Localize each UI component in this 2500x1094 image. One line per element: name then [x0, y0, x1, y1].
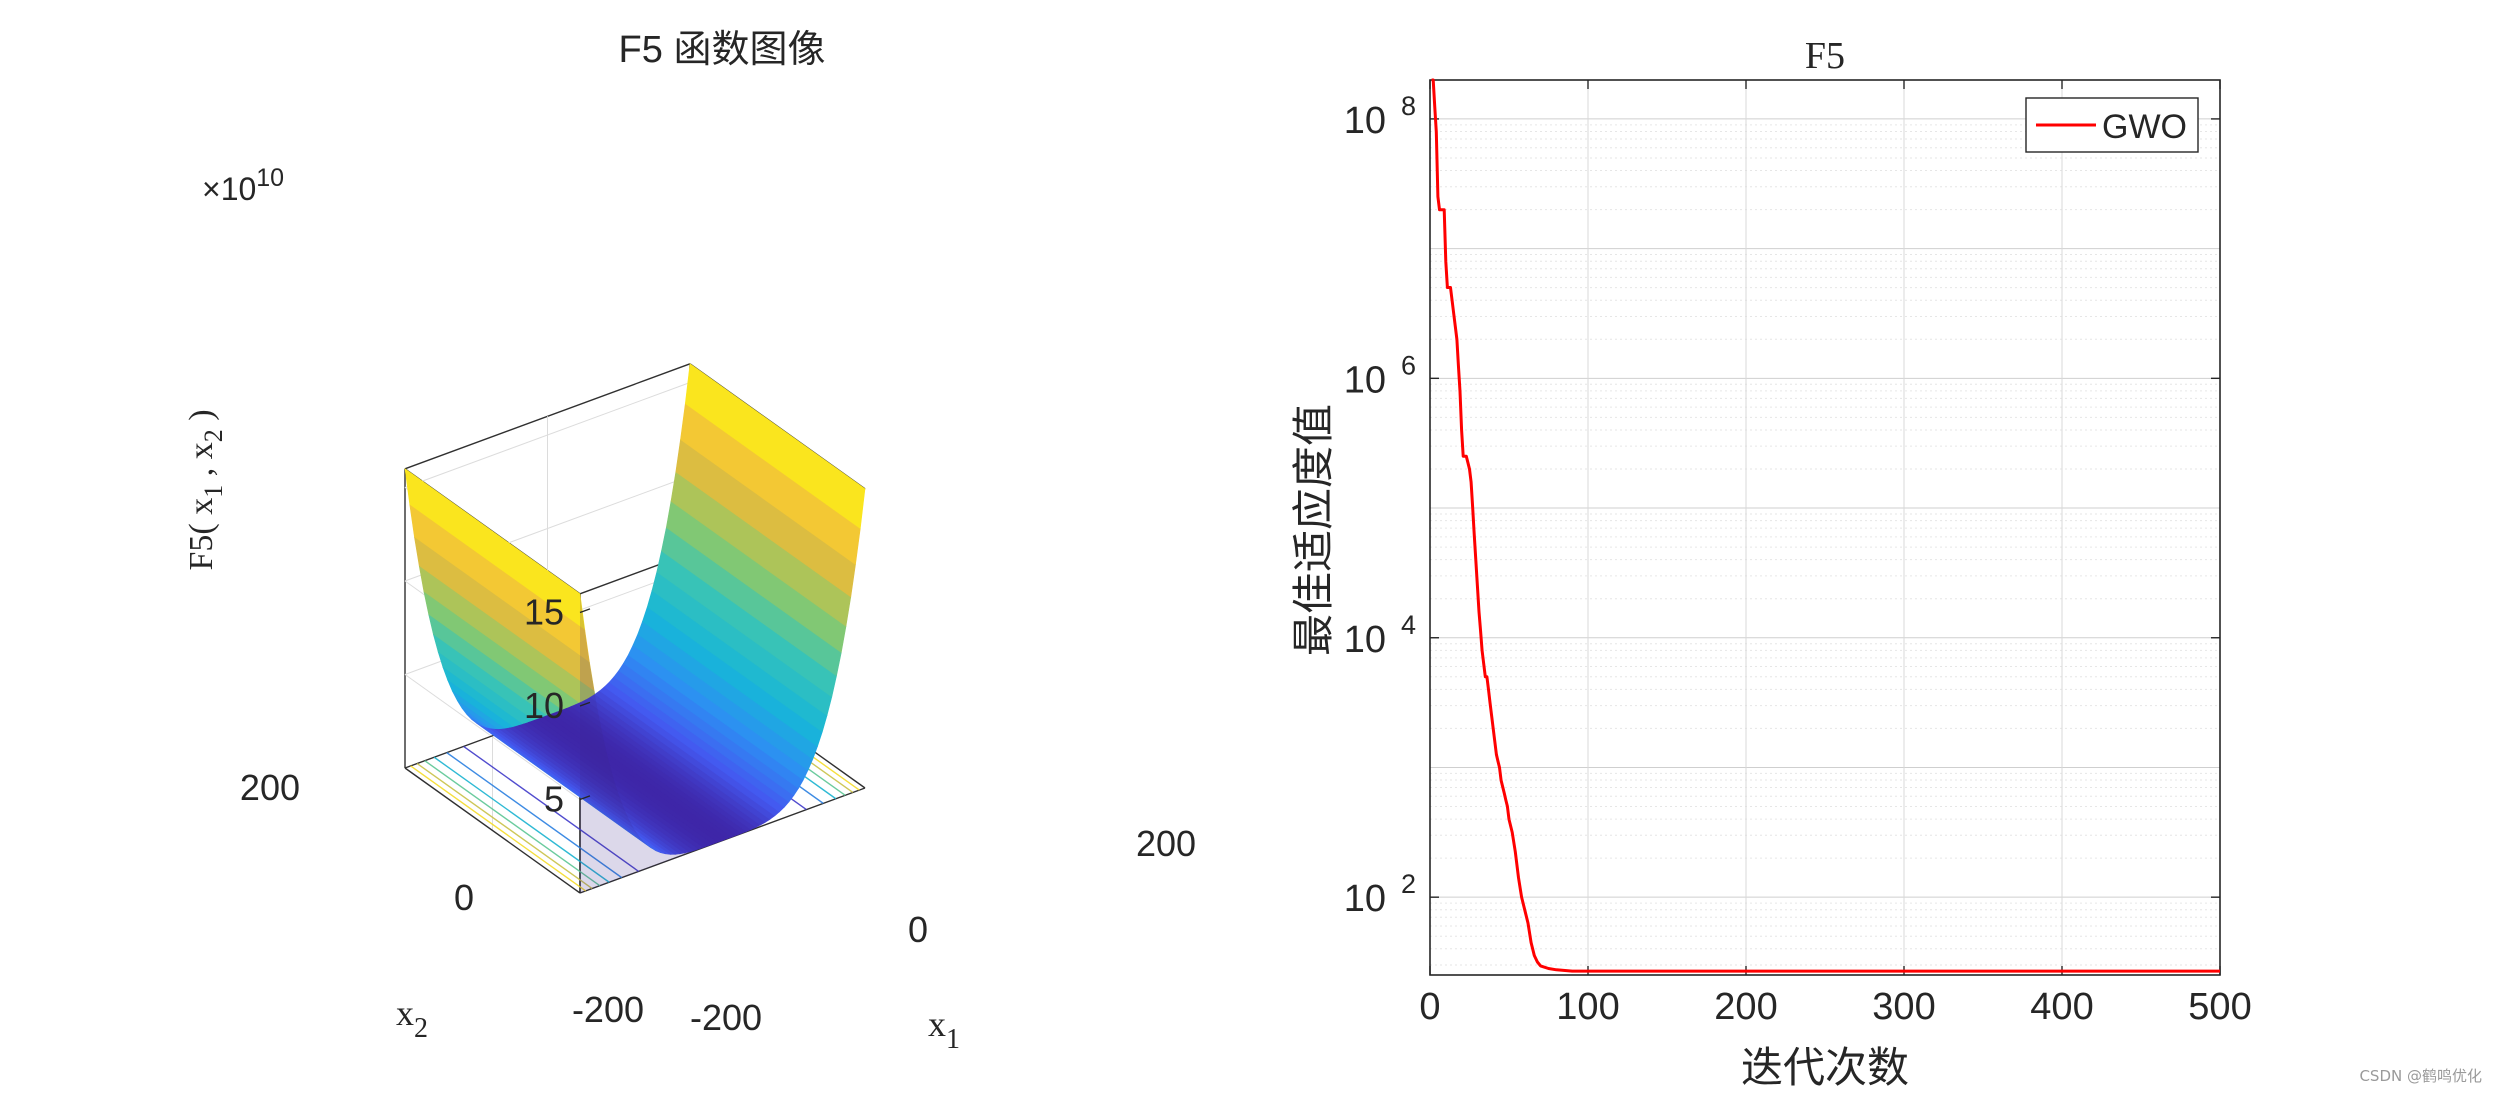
x-tick-0: 0: [908, 909, 928, 950]
y-tick-exponent-8: 8: [1401, 91, 1416, 121]
y-tick-exponent-6: 6: [1401, 350, 1416, 380]
y-tick-exponent-4: 4: [1401, 610, 1416, 640]
x-tick-500: 500: [2188, 986, 2251, 1028]
surface-mesh: [404, 363, 866, 855]
plot-frame: [1429, 79, 2221, 976]
x-tick-100: 100: [1556, 986, 1619, 1028]
y-tick-labels: 10 2 10 4 10 6 10 8: [1344, 91, 1416, 920]
y-tick-1e6: 10: [1344, 359, 1386, 401]
z-tick-10: 10: [524, 685, 564, 726]
x-tick-300: 300: [1872, 986, 1935, 1028]
legend: GWO: [2025, 97, 2199, 153]
y-tick-1e2: 10: [1344, 878, 1386, 920]
plot-area: [1430, 80, 2220, 975]
z-tick-5: 5: [544, 779, 564, 820]
x-tick-200: 200: [1136, 823, 1196, 864]
x-tick-400: 400: [2030, 986, 2093, 1028]
convergence-plot: F5 0 100 200 300 400 500 10 2 10 4 10 6 10 8 迭代次数 最佳…: [1291, 35, 2252, 1092]
z-axis-label: F5( x1 , x2 ): [183, 409, 228, 570]
legend-label-gwo: GWO: [2102, 108, 2187, 146]
surface-front-edges: [580, 593, 723, 893]
y-axis-label: x2: [396, 993, 428, 1044]
y-tick-1e8: 10: [1344, 100, 1386, 142]
x-tick-200: 200: [1714, 986, 1777, 1028]
y-tick-1e4: 10: [1344, 619, 1386, 661]
y-gridlines: [1430, 118, 2220, 966]
x-axis-label: x1: [928, 1004, 960, 1055]
x-tick-neg200: -200: [690, 997, 762, 1038]
line-title: F5: [1805, 35, 1845, 77]
x-axis-label-iterations: 迭代次数: [1741, 1046, 1909, 1092]
y-tick-200: 200: [240, 767, 300, 808]
z-tick-15: 15: [524, 592, 564, 633]
surface-title: F5 函数图像: [619, 29, 826, 71]
z-tick-labels: 5 10 15: [524, 592, 591, 820]
y-tick-0: 0: [454, 877, 474, 918]
x-gridlines: [1587, 80, 2063, 975]
watermark: CSDN @鹤鸣优化: [2359, 1067, 2482, 1085]
z-exponent-label: ×1010: [202, 164, 284, 207]
x-tick-0: 0: [1419, 986, 1440, 1028]
y-tick-neg200: -200: [572, 989, 644, 1030]
series-line-gwo: [1431, 78, 2220, 973]
x-tick-labels: 0 100 200 300 400 500: [1419, 986, 2251, 1028]
y-axis-label-fitness: 最佳适应度值: [1291, 404, 1338, 656]
y-tick-exponent-2: 2: [1401, 869, 1416, 899]
